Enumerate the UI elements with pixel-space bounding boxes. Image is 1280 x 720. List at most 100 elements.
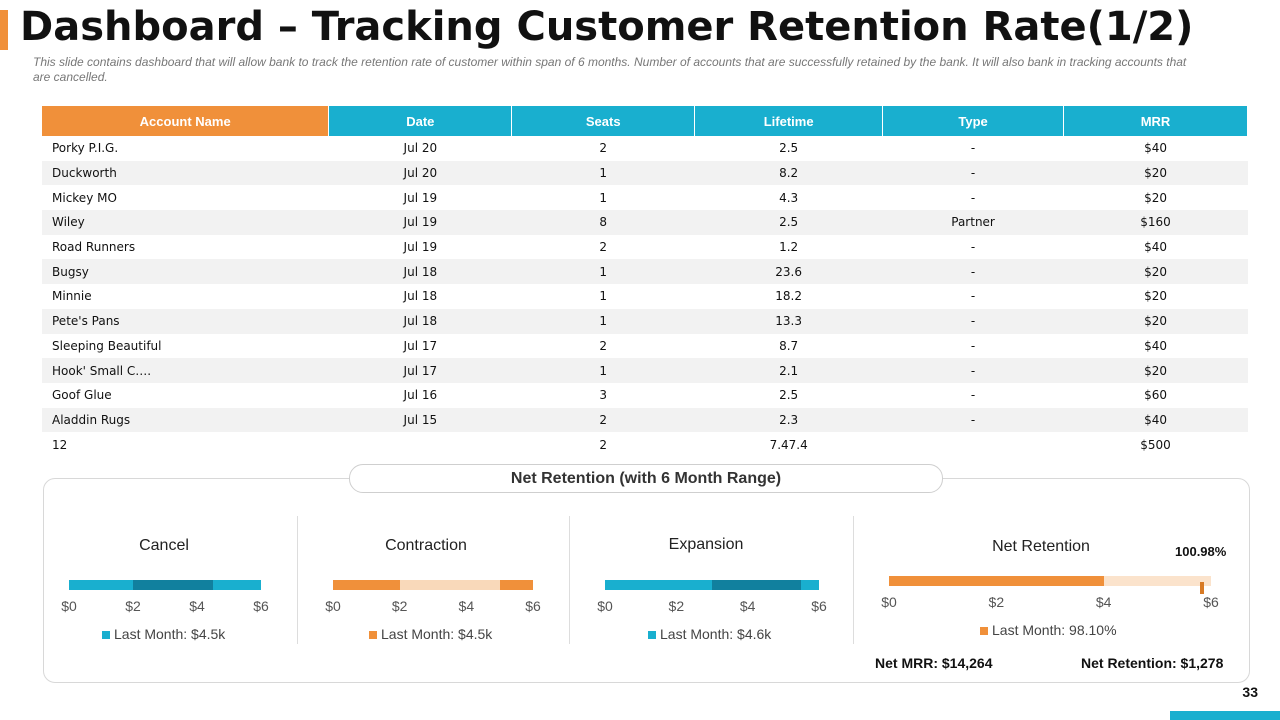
cell-type: - (882, 407, 1064, 433)
bar-segment (399, 580, 500, 590)
axis-tick-label: $2 (391, 598, 408, 614)
legend-swatch-icon (980, 627, 988, 636)
cell-lifetime: 2.5 (779, 388, 799, 403)
contraction-legend: Last Month: $4.5k (369, 626, 492, 642)
cell-mrr: $40 (1144, 141, 1167, 156)
accounts-table: Account Name Date Seats Lifetime Type MR… (42, 106, 1248, 457)
column-header-account-name: Account Name (42, 106, 330, 136)
cell-lifetime: 8.7 (779, 338, 799, 353)
cell-mrr: $40 (1144, 338, 1167, 353)
page-number: 33 (1242, 684, 1258, 700)
cancel-chart-title: Cancel (139, 537, 189, 554)
table-row: Duckworth Jul 20 1 8.2- $20 (42, 160, 1248, 186)
axis-tick-label: $4 (189, 598, 205, 614)
cell-seats: 8 (511, 210, 695, 235)
axis-tick-label: $6 (811, 598, 827, 614)
total-mrr: $500 (1063, 432, 1248, 457)
table-row: Pete's Pans Jul 18 1 13.3- $20 (42, 308, 1248, 334)
total-seats: 2 (511, 432, 695, 457)
table-row: Bugsy Jul 18 1 23.6- $20 (42, 259, 1248, 285)
cell-account-name: Bugsy (42, 259, 329, 285)
net-retention-marker (1199, 582, 1204, 594)
axis-tick-label: $2 (988, 594, 1005, 610)
table-header-row: Account Name Date Seats Lifetime Type MR… (42, 106, 1248, 136)
cell-account-name: Wiley (42, 210, 329, 235)
page-title: Dashboard – Tracking Customer Retention … (20, 4, 1194, 50)
cancel-bar (69, 580, 261, 590)
bar-segment (605, 580, 712, 590)
panel-divider (297, 516, 298, 644)
cell-type: - (970, 388, 976, 403)
cell-mrr: $60 (1144, 388, 1167, 403)
cell-seats: 2 (511, 407, 695, 433)
column-header-lifetime: Lifetime (694, 106, 884, 136)
total-account-name: 12 (42, 432, 329, 457)
cell-seats: 1 (599, 289, 608, 304)
cell-seats: 1 (511, 160, 695, 186)
cell-account-name: Hook' Small C…. (42, 358, 329, 383)
cell-type: - (882, 259, 1064, 285)
expansion-chart-title: Expansion (668, 536, 744, 553)
cell-account-name: Porky P.I.G. (52, 141, 119, 156)
panel-divider (569, 516, 570, 644)
cell-date: Jul 17 (403, 338, 438, 353)
legend-text: Last Month: $4.6k (660, 626, 772, 642)
expansion-legend: Last Month: $4.6k (648, 626, 771, 642)
axis-tick-label: $6 (525, 598, 541, 614)
cell-mrr: $20 (1063, 259, 1248, 285)
bar-segment (1103, 576, 1211, 586)
cell-type: - (970, 338, 976, 353)
cell-date: Jul 19 (403, 190, 438, 205)
cell-seats: 1 (511, 308, 695, 334)
cell-type: Partner (882, 210, 1064, 235)
cell-type: - (882, 358, 1064, 383)
cell-account-name: Minnie (52, 289, 92, 304)
cell-mrr: $20 (1144, 190, 1167, 205)
axis-tick-label: $6 (253, 598, 269, 614)
cell-mrr: $20 (1144, 289, 1167, 304)
bar-segment (333, 580, 400, 590)
bar-segment (213, 580, 261, 590)
cell-date: Jul 18 (328, 308, 512, 334)
legend-swatch-icon (369, 631, 377, 640)
net-mrr-stat: Net MRR: $14,264 (875, 655, 993, 671)
cell-seats: 2 (599, 141, 608, 156)
table-body: Porky P.I.G. Jul 20 2 2.5- $40 Duckworth Jul 2… (42, 136, 1248, 457)
table-row: Porky P.I.G. Jul 20 2 2.5 - $40 (42, 136, 1248, 161)
axis-tick-label: $4 (458, 598, 475, 614)
cell-account-name: Aladdin Rugs (42, 407, 329, 433)
cell-date: Jul 18 (328, 259, 512, 285)
table-row: Sleeping Beautiful Jul 17 2 8.7 - $40 (42, 334, 1248, 359)
cell-lifetime: 2.3 (694, 407, 883, 433)
table-total-row: 12 2 7.47.4 $500 (42, 432, 1248, 457)
bar-segment (712, 580, 802, 590)
column-header-type: Type (882, 106, 1065, 136)
cell-mrr: $160 (1063, 210, 1248, 235)
cell-type: - (882, 160, 1064, 186)
cell-seats: 1 (511, 259, 695, 285)
axis-tick-label: $0 (881, 594, 897, 610)
cell-date: Jul 17 (328, 358, 512, 383)
column-header-seats: Seats (511, 106, 696, 136)
legend-text: Last Month: $4.5k (381, 626, 493, 642)
legend-text: Last Month: 98.10% (992, 622, 1117, 638)
cell-lifetime: 2.1 (694, 358, 883, 383)
total-type (882, 432, 1064, 457)
table-row: Mickey MO Jul 19 1 4.3 - $20 (42, 185, 1248, 210)
table-row: Hook' Small C…. Jul 17 1 2.1- $20 (42, 358, 1248, 383)
cell-lifetime: 2.5 (694, 210, 883, 235)
axis-tick-label: $4 (739, 598, 756, 614)
cell-mrr: $20 (1063, 358, 1248, 383)
cell-seats: 2 (599, 338, 608, 353)
cell-mrr: $20 (1063, 160, 1248, 186)
net-retention-bar (889, 576, 1211, 594)
cell-date: Jul 20 (403, 141, 438, 156)
cell-lifetime: 8.2 (694, 160, 883, 186)
axis-tick-label: $0 (61, 598, 77, 614)
bar-segment (499, 580, 533, 590)
expansion-bar (605, 580, 819, 590)
cell-mrr: $40 (1063, 407, 1248, 433)
axis-tick-label: $4 (1095, 594, 1112, 610)
cell-type: - (970, 240, 976, 255)
cell-seats: 1 (599, 190, 608, 205)
